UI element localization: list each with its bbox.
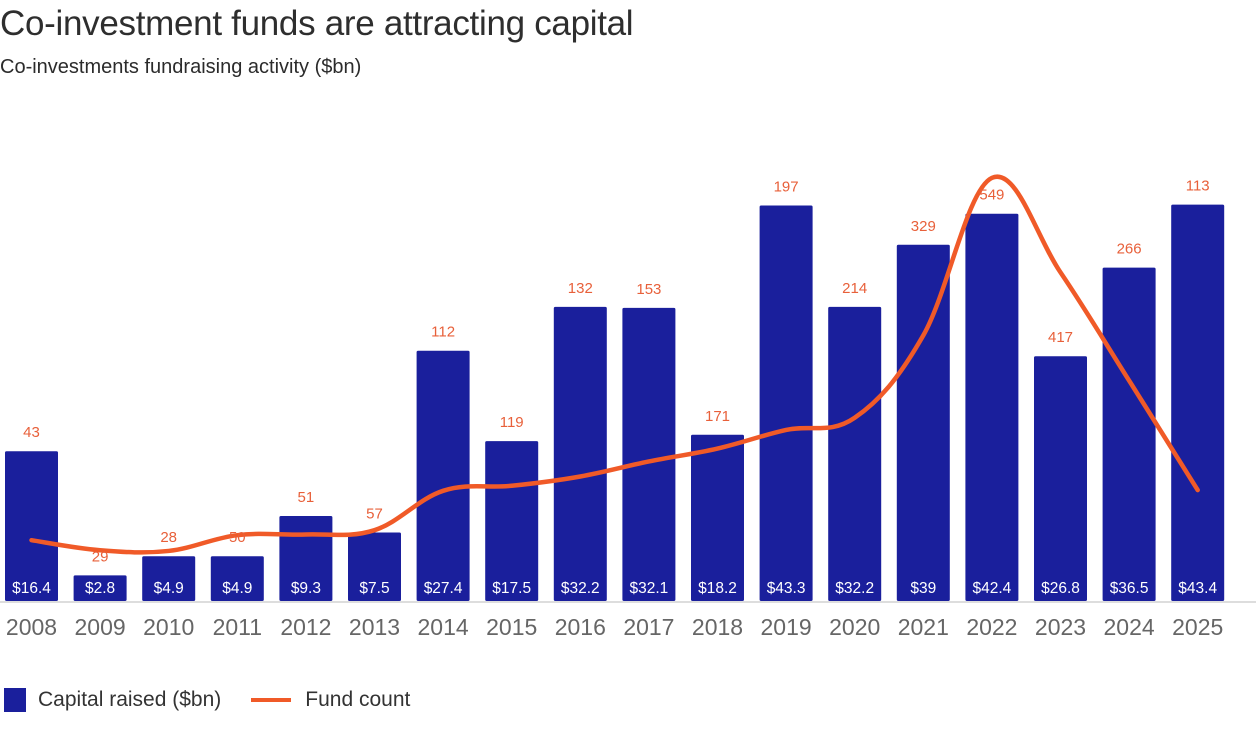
bar-2024 [1102, 267, 1156, 601]
x-tick-label: 2012 [280, 614, 331, 640]
x-tick-label: 2018 [692, 614, 743, 640]
x-tick-label: 2025 [1172, 614, 1223, 640]
fund-count-label: 171 [705, 408, 730, 425]
legend-bar-swatch [4, 688, 26, 712]
bar-2022 [965, 213, 1019, 601]
bar-2023 [1034, 356, 1087, 601]
fund-count-label: 113 [1186, 178, 1210, 195]
fund-count-line [29, 174, 1200, 555]
bar-2011 [210, 556, 264, 601]
bar-2014 [416, 350, 470, 601]
legend-line-swatch [251, 698, 292, 702]
bar-value-label: $7.5 [359, 580, 389, 597]
bar-2019 [759, 205, 813, 601]
bar-value-label: $4.9 [154, 580, 184, 597]
fund-count-label: 50 [229, 529, 246, 546]
x-tick-label: 2019 [761, 614, 812, 640]
bar-value-label: $43.4 [1178, 580, 1217, 597]
x-tick-label: 2010 [143, 614, 194, 640]
bar-value-label: $27.4 [424, 580, 463, 597]
fund-count-label: 29 [92, 548, 109, 565]
bar-value-label: $42.4 [973, 580, 1012, 597]
fund-count-label: 214 [842, 280, 867, 297]
bar-2017 [622, 307, 676, 601]
chart-plot: $16.4 43 $2.8 29 $4.9 28 $4.9 50 $9.3 51 $7.5 57 $27… [0, 174, 1256, 640]
fund-count-label: 57 [366, 506, 383, 523]
bar-2008 [5, 451, 58, 601]
fund-count-label: 43 [23, 424, 40, 441]
bar-2010 [142, 556, 196, 601]
bar-2016 [553, 306, 607, 601]
bar-value-label: $32.2 [835, 580, 874, 597]
bar-2020 [828, 306, 882, 601]
bar-2018 [691, 434, 744, 601]
x-tick-label: 2016 [555, 614, 606, 640]
legend: Capital raised ($bn) Fund count [4, 688, 410, 712]
bar-value-label: $32.1 [630, 580, 669, 597]
x-tick-label: 2015 [486, 614, 537, 640]
bar-value-label: $36.5 [1110, 580, 1149, 597]
bar-value-label: $16.4 [12, 580, 51, 597]
fund-count-label: 197 [774, 179, 799, 196]
chart-subtitle: Co-investments fundraising activity ($bn… [0, 56, 362, 78]
bar-2021 [896, 244, 950, 602]
fund-count-label: 329 [911, 218, 936, 235]
fund-count-label: 153 [636, 281, 661, 298]
chart-title: Co-investment funds are attracting capit… [0, 4, 634, 43]
fund-count-label: 549 [979, 187, 1004, 204]
legend-bar-label: Capital raised ($bn) [38, 688, 222, 711]
bar-value-label: $43.3 [767, 580, 806, 597]
bar-value-label: $4.9 [222, 580, 252, 597]
bar-value-label: $2.8 [85, 580, 115, 597]
bar-2015 [485, 441, 539, 601]
bar-value-label: $26.8 [1041, 580, 1080, 597]
bar-2013 [348, 532, 401, 601]
x-tick-label: 2024 [1104, 614, 1155, 640]
x-tick-label: 2008 [6, 614, 57, 640]
bar-value-label: $9.3 [291, 580, 321, 597]
bar-value-label: $18.2 [698, 580, 737, 597]
fund-count-label: 266 [1117, 241, 1142, 258]
x-tick-label: 2020 [829, 614, 880, 640]
bar-value-label: $32.2 [561, 580, 600, 597]
fund-count-label: 112 [431, 324, 455, 341]
bar-value-label: $39 [910, 580, 936, 597]
x-tick-label: 2017 [623, 614, 674, 640]
fund-count-label: 132 [568, 280, 593, 297]
x-tick-label: 2023 [1035, 614, 1086, 640]
x-tick-label: 2014 [418, 614, 469, 640]
x-tick-label: 2021 [898, 614, 949, 640]
x-tick-label: 2009 [75, 614, 126, 640]
bar-value-label: $17.5 [492, 580, 531, 597]
x-tick-label: 2022 [966, 614, 1017, 640]
fund-count-label: 51 [298, 489, 315, 506]
x-tick-label: 2013 [349, 614, 400, 640]
legend-line-label: Fund count [305, 688, 411, 711]
bar-2009 [73, 575, 127, 601]
fund-count-label: 417 [1048, 329, 1073, 346]
fund-count-label: 119 [500, 414, 524, 431]
x-tick-label: 2011 [213, 614, 262, 640]
bar-2025 [1171, 204, 1225, 601]
bar-2012 [279, 516, 333, 601]
fund-count-label: 28 [160, 529, 177, 546]
